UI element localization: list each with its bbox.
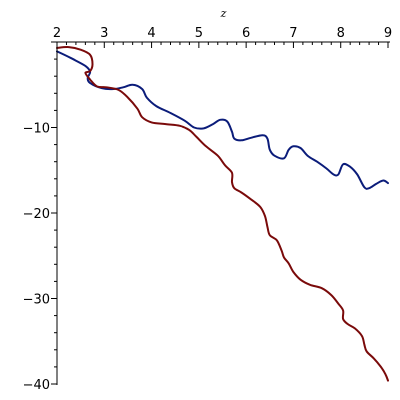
y-tick-label: −40 — [23, 378, 50, 393]
x-tick-label: 6 — [242, 26, 250, 41]
x-tick-label: 7 — [289, 26, 297, 41]
series-line-red — [56, 46, 389, 382]
x-axis-title: z — [220, 7, 227, 20]
x-tick-label: 5 — [195, 26, 203, 41]
series-line-blue — [56, 50, 389, 190]
y-tick-label: −30 — [23, 293, 50, 308]
x-tick-label: 9 — [384, 26, 392, 41]
x-tick-label: 3 — [100, 26, 108, 41]
x-tick-label: 2 — [53, 26, 61, 41]
x-tick-label: 8 — [337, 26, 345, 41]
series-layer — [56, 46, 389, 382]
y-tick-label: −10 — [23, 122, 50, 137]
axes-layer: z 2 3 4 5 6 7 8 9 −10 −20 −30 −40 — [23, 7, 393, 393]
x-tick-label: 4 — [147, 26, 155, 41]
y-tick-label: −20 — [23, 207, 50, 222]
